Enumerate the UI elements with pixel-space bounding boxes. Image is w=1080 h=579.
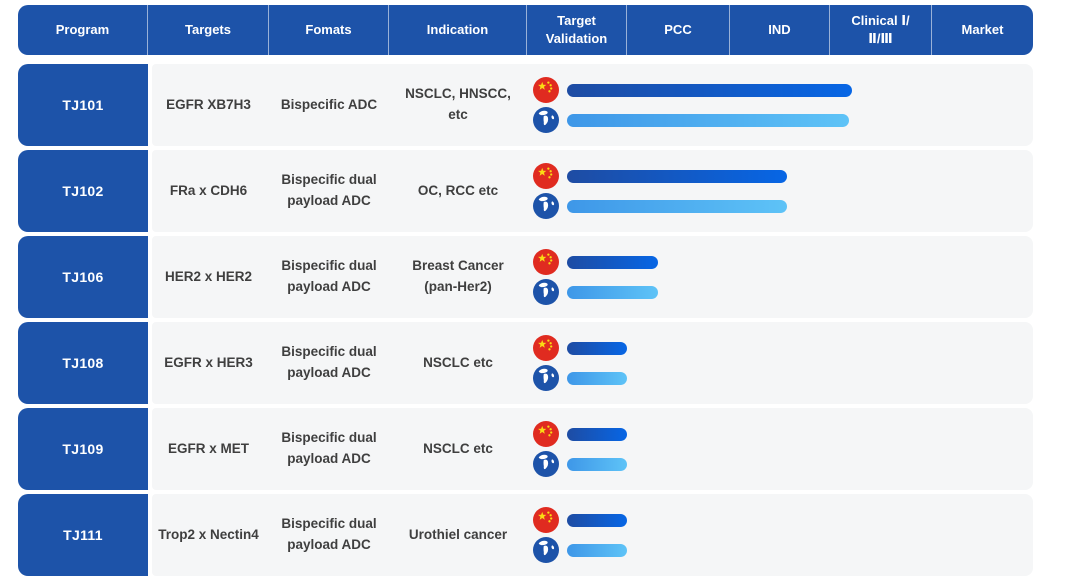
china-progress-bar xyxy=(567,169,787,183)
header-indication: Indication xyxy=(389,5,527,55)
header-pcc: PCC xyxy=(627,5,730,55)
global-progress-line xyxy=(533,279,658,305)
pipeline-row: TJ111 Trop2 x Nectin4 Bispecific dual pa… xyxy=(18,494,1033,576)
targets-cell: HER2 x HER2 xyxy=(164,268,253,284)
china-progress-line xyxy=(533,249,658,275)
row-background xyxy=(152,322,1033,404)
globe-icon xyxy=(533,537,559,563)
program-pill: TJ111 xyxy=(18,494,148,576)
pipeline-rows: TJ101 EGFR XB7H3 Bispecific ADC NSCLC, H… xyxy=(18,64,1033,579)
pipeline-row: TJ108 EGFR x HER3 Bispecific dual payloa… xyxy=(18,322,1033,404)
globe-icon xyxy=(533,107,559,133)
program-label: TJ106 xyxy=(62,269,104,285)
table-header: Program Targets Fomats Indication Target… xyxy=(18,5,1033,55)
china-flag-icon xyxy=(533,77,559,103)
indication-cell: Breast Cancer (pan-Her2) xyxy=(412,258,504,294)
globe-icon xyxy=(533,193,559,219)
program-label: TJ111 xyxy=(63,527,103,543)
targets-cell: EGFR XB7H3 xyxy=(166,96,251,112)
program-label: TJ102 xyxy=(62,183,104,199)
row-background xyxy=(152,64,1033,146)
indication-cell: Urothiel cancer xyxy=(408,526,508,542)
program-pill: TJ109 xyxy=(18,408,148,490)
china-progress-bar xyxy=(567,513,627,527)
china-flag-icon xyxy=(533,507,559,533)
header-target-validation: Target Validation xyxy=(527,5,627,55)
targets-cell: Trop2 x Nectin4 xyxy=(158,526,259,542)
targets-cell: EGFR x MET xyxy=(167,440,249,456)
row-background xyxy=(152,408,1033,490)
global-progress-bar xyxy=(567,457,627,471)
global-progress-bar xyxy=(567,199,787,213)
row-background xyxy=(152,236,1033,318)
global-progress-bar xyxy=(567,371,627,385)
stage-progress xyxy=(533,322,627,404)
stage-progress xyxy=(533,236,658,318)
globe-icon xyxy=(533,451,559,477)
program-pill: TJ101 xyxy=(18,64,148,146)
stage-progress xyxy=(533,408,627,490)
globe-icon xyxy=(533,365,559,391)
china-progress-line xyxy=(533,421,627,447)
header-ind: IND xyxy=(730,5,830,55)
pipeline-row: TJ102 FRa x CDH6 Bispecific dual payload… xyxy=(18,150,1033,232)
pipeline-row: TJ106 HER2 x HER2 Bispecific dual payloa… xyxy=(18,236,1033,318)
format-cell: Bispecific dual payload ADC xyxy=(281,516,377,552)
indication-cell: NSCLC etc xyxy=(423,440,493,456)
global-progress-line xyxy=(533,365,627,391)
stage-progress xyxy=(533,150,787,232)
format-cell: Bispecific dual payload ADC xyxy=(281,430,377,466)
global-progress-bar xyxy=(567,113,849,127)
header-market: Market xyxy=(961,22,1004,38)
china-flag-icon xyxy=(533,421,559,447)
global-progress-bar xyxy=(567,543,627,557)
global-progress-line xyxy=(533,537,627,563)
header-targets: Targets xyxy=(148,5,269,55)
china-progress-bar xyxy=(567,255,658,269)
format-cell: Bispecific dual payload ADC xyxy=(281,344,377,380)
row-background xyxy=(152,150,1033,232)
china-progress-line xyxy=(533,163,787,189)
pipeline-row: TJ109 EGFR x MET Bispecific dual payload… xyxy=(18,408,1033,490)
indication-cell: NSCLC, HNSCC, etc xyxy=(405,86,511,122)
program-label: TJ101 xyxy=(62,97,104,113)
row-background xyxy=(152,494,1033,576)
program-pill: TJ106 xyxy=(18,236,148,318)
header-formats: Fomats xyxy=(269,5,389,55)
china-progress-bar xyxy=(567,83,852,97)
china-progress-line xyxy=(533,77,852,103)
global-progress-bar xyxy=(567,285,658,299)
global-progress-line xyxy=(533,193,787,219)
china-flag-icon xyxy=(533,335,559,361)
targets-cell: EGFR x HER3 xyxy=(164,354,253,370)
global-progress-line xyxy=(533,451,627,477)
targets-cell: FRa x CDH6 xyxy=(169,182,248,198)
format-cell: Bispecific dual payload ADC xyxy=(281,258,377,294)
program-pill: TJ102 xyxy=(18,150,148,232)
china-progress-line xyxy=(533,507,627,533)
global-progress-line xyxy=(533,107,852,133)
china-flag-icon xyxy=(533,163,559,189)
china-progress-line xyxy=(533,335,627,361)
format-cell: Bispecific dual payload ADC xyxy=(281,172,377,208)
header-program: Program xyxy=(18,5,148,55)
program-pill: TJ108 xyxy=(18,322,148,404)
format-cell: Bispecific ADC xyxy=(280,96,378,112)
china-flag-icon xyxy=(533,249,559,275)
indication-cell: NSCLC etc xyxy=(423,354,493,370)
program-label: TJ108 xyxy=(62,355,104,371)
stage-progress xyxy=(533,64,852,146)
stage-progress xyxy=(533,494,627,576)
globe-icon xyxy=(533,279,559,305)
program-label: TJ109 xyxy=(62,441,104,457)
indication-cell: OC, RCC etc xyxy=(417,182,499,198)
header-clinical: Clinical Ⅰ/ Ⅱ/Ⅲ xyxy=(830,5,932,55)
pipeline-row: TJ101 EGFR XB7H3 Bispecific ADC NSCLC, H… xyxy=(18,64,1033,146)
china-progress-bar xyxy=(567,427,627,441)
china-progress-bar xyxy=(567,341,627,355)
